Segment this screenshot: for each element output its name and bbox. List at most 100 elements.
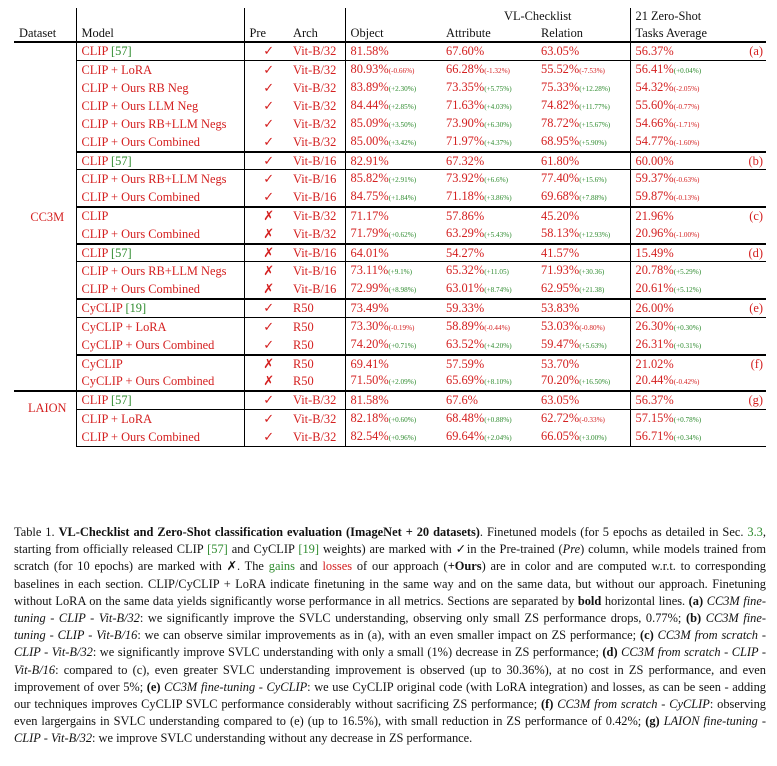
pre-cell: ✓ bbox=[243, 408, 288, 428]
model-cell: CLIP [57] bbox=[75, 150, 244, 170]
section-label bbox=[736, 336, 766, 355]
zero-shot-value: 56.37% bbox=[635, 44, 674, 59]
model-cell: CLIP + LoRA bbox=[75, 59, 244, 79]
attribute-cell: 57.59% bbox=[441, 353, 536, 372]
pre-cell: ✓ bbox=[243, 59, 288, 79]
pre-cell: ✗ bbox=[243, 206, 288, 225]
model-cell: CLIP + Ours Combined bbox=[75, 224, 244, 244]
object-cell: 72.99%(+8.98%) bbox=[344, 280, 441, 299]
attribute-delta: (+2.04%) bbox=[484, 433, 512, 442]
relation-delta: (+5.90%) bbox=[579, 138, 607, 147]
object-value: 69.41% bbox=[350, 356, 389, 371]
arch-cell: R50 bbox=[288, 298, 345, 317]
model-name: CLIP + LoRA bbox=[81, 62, 153, 77]
relation-delta: (+12.93%) bbox=[579, 230, 611, 239]
arch-value: Vit-B/16 bbox=[293, 153, 337, 168]
attribute-cell: 73.35%(+5.75%) bbox=[441, 79, 536, 97]
dataset-laion: LAION bbox=[14, 390, 76, 446]
attribute-value: 66.28% bbox=[446, 61, 485, 76]
zero-shot-value: 56.71% bbox=[635, 428, 674, 443]
pre-cell: ✓ bbox=[243, 298, 288, 317]
arch-cell: Vit-B/32 bbox=[288, 225, 345, 244]
relation-cell: 58.13%(+12.93%) bbox=[536, 225, 630, 244]
table-row: CLIP ✗ Vit-B/32 71.17% 57.86% 45.20% 21.96% (c) bbox=[14, 206, 766, 225]
cross-icon: ✗ bbox=[263, 355, 275, 371]
relation-cell: 59.47%(+5.63%) bbox=[536, 336, 630, 355]
attribute-cell: 71.63%(+4.03%) bbox=[441, 97, 536, 115]
relation-cell: 71.93%(+30.36) bbox=[536, 261, 630, 280]
pre-cell: ✗ bbox=[243, 242, 288, 262]
zero-shot-delta: (+0.31%) bbox=[673, 341, 702, 350]
relation-cell: 63.05% bbox=[536, 390, 630, 409]
object-value: 81.58% bbox=[350, 44, 389, 59]
object-cell: 81.58% bbox=[344, 390, 441, 409]
section-label-text: (a) bbox=[749, 44, 763, 59]
relation-cell: 68.95%(+5.90%) bbox=[536, 133, 630, 152]
object-value: 80.93% bbox=[350, 61, 389, 76]
relation-value: 58.13% bbox=[541, 225, 580, 240]
arch-cell: Vit-B/32 bbox=[288, 59, 345, 79]
relation-value: 45.20% bbox=[541, 209, 580, 224]
object-value: 85.82% bbox=[350, 171, 389, 185]
arch-value: R50 bbox=[293, 356, 314, 371]
attribute-delta: (+4.20%) bbox=[484, 341, 512, 350]
table-row: CLIP + LoRA ✓ Vit-B/32 82.18%(+0.60%) 68.48%… bbox=[14, 408, 766, 428]
model-name: CLIP + Ours Combined bbox=[81, 282, 200, 296]
checkmark-icon: ✓ bbox=[263, 133, 275, 149]
model-cell: CLIP + Ours Combined bbox=[75, 427, 244, 447]
arch-cell: Vit-B/32 bbox=[288, 390, 345, 409]
arch-cell: R50 bbox=[288, 372, 345, 391]
section-label: (f) bbox=[736, 353, 766, 372]
header-pre: Pre bbox=[243, 8, 288, 42]
zero-shot-value: 21.02% bbox=[635, 356, 674, 371]
model-cell: CLIP + Ours RB+LLM Negs bbox=[75, 114, 244, 133]
attribute-value: 65.32% bbox=[446, 263, 485, 277]
section-label bbox=[736, 280, 766, 299]
zero-shot-cell: 20.96%(-1.00%) bbox=[629, 224, 736, 244]
zero-shot-value: 26.31% bbox=[635, 336, 674, 351]
object-value: 81.58% bbox=[350, 393, 389, 408]
attribute-value: 67.32% bbox=[446, 153, 485, 168]
object-cell: 73.30%(-0.19%) bbox=[344, 316, 441, 336]
attribute-cell: 67.60% bbox=[441, 41, 536, 60]
relation-delta: (+11.77%) bbox=[579, 102, 610, 111]
attribute-cell: 57.86% bbox=[441, 206, 536, 225]
section-label-text: (f) bbox=[750, 356, 763, 371]
model-cell: CLIP [57] bbox=[75, 390, 244, 409]
attribute-value: 65.69% bbox=[446, 373, 485, 387]
arch-value: Vit-B/32 bbox=[293, 44, 337, 59]
object-delta: (+2.30%) bbox=[388, 84, 417, 93]
checkmark-icon: ✓ bbox=[263, 318, 275, 334]
attribute-value: 59.33% bbox=[446, 301, 485, 316]
relation-delta: (+7.88%) bbox=[579, 194, 607, 202]
zero-shot-value: 57.15% bbox=[635, 410, 674, 425]
model-name: CyCLIP + Ours Combined bbox=[81, 337, 215, 352]
zero-shot-delta: (+0.30%) bbox=[673, 323, 702, 332]
arch-value: R50 bbox=[293, 301, 314, 316]
attribute-cell: 71.97%(+4.37%) bbox=[441, 133, 536, 152]
relation-delta: (+12.28%) bbox=[579, 84, 611, 93]
attribute-value: 73.90% bbox=[446, 115, 485, 130]
object-delta: (+9.1%) bbox=[388, 268, 413, 276]
relation-cell: 61.80% bbox=[536, 150, 630, 170]
zero-shot-delta: (-0.63%) bbox=[673, 176, 700, 184]
header-model: Model bbox=[75, 8, 244, 42]
arch-value: Vit-B/32 bbox=[293, 80, 337, 95]
object-value: 73.11% bbox=[350, 263, 389, 277]
arch-cell: Vit-B/32 bbox=[288, 133, 345, 152]
model-name: CLIP + Ours LLM Neg bbox=[81, 98, 199, 113]
section-label bbox=[736, 133, 766, 152]
model-cell: CLIP bbox=[75, 206, 244, 225]
zero-shot-value: 59.87% bbox=[635, 189, 674, 203]
object-cell: 81.58% bbox=[344, 41, 441, 60]
attribute-value: 67.6% bbox=[446, 393, 479, 408]
attribute-value: 71.18% bbox=[446, 189, 485, 203]
object-value: 74.20% bbox=[350, 336, 389, 351]
model-cell: CLIP + LoRA bbox=[75, 408, 244, 428]
citation: [19] bbox=[125, 301, 147, 316]
model-cell: CLIP [57] bbox=[75, 41, 244, 60]
attribute-cell: 63.29%(+5.43%) bbox=[441, 225, 536, 244]
attribute-delta: (+6.6%) bbox=[484, 176, 509, 184]
checkmark-icon: ✓ bbox=[263, 152, 275, 168]
zero-shot-delta: (-1.71%) bbox=[673, 120, 700, 129]
